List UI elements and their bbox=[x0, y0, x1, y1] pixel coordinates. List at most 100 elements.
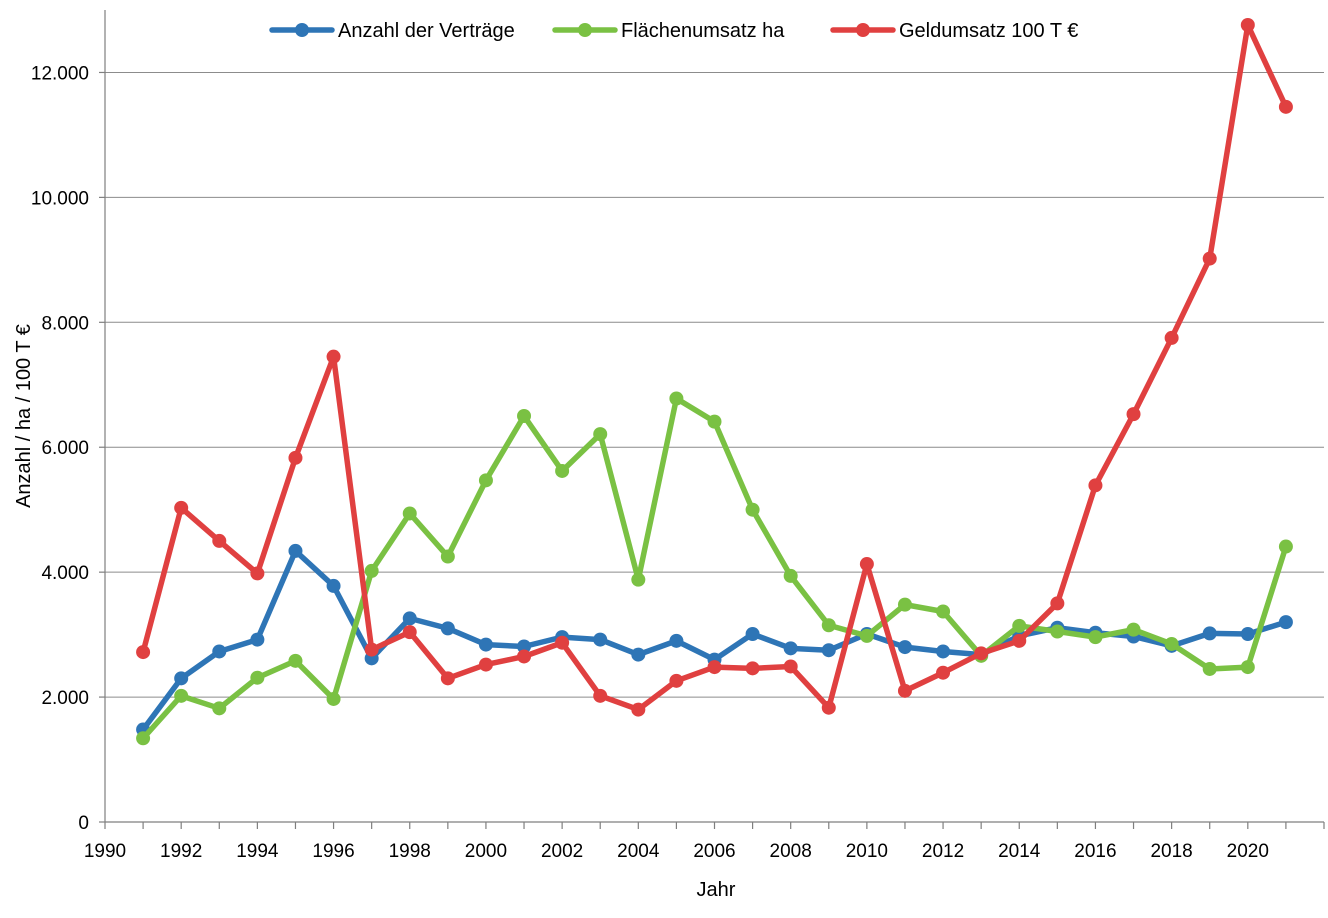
y-tick-label-6: 12.000 bbox=[31, 63, 89, 84]
point-1-2011 bbox=[897, 597, 912, 612]
point-0-2011 bbox=[897, 640, 912, 655]
point-2-2020 bbox=[1240, 17, 1255, 32]
point-0-2012 bbox=[936, 644, 951, 659]
point-1-1994 bbox=[250, 670, 265, 685]
x-tick-label-8: 2006 bbox=[693, 841, 735, 862]
point-2-1992 bbox=[174, 500, 189, 515]
point-1-1997 bbox=[364, 563, 379, 578]
point-1-2015 bbox=[1050, 624, 1065, 639]
legend-label-1: Flächenumsatz ha bbox=[621, 20, 785, 42]
point-2-1996 bbox=[326, 349, 341, 364]
y-tick-label-3: 6.000 bbox=[41, 438, 89, 459]
point-0-1998 bbox=[402, 611, 417, 626]
point-2-2001 bbox=[517, 649, 532, 664]
series-layer bbox=[136, 17, 1293, 746]
point-2-2008 bbox=[783, 659, 798, 674]
point-1-2006 bbox=[707, 414, 722, 429]
legend-entry-0: Anzahl der Verträge bbox=[269, 20, 515, 42]
y-tick-label-2: 4.000 bbox=[41, 563, 89, 584]
point-1-2008 bbox=[783, 568, 798, 583]
legend-swatch-marker-1 bbox=[578, 23, 592, 37]
x-tick-label-4: 1998 bbox=[389, 841, 431, 862]
point-0-2004 bbox=[631, 647, 646, 662]
point-1-1998 bbox=[402, 506, 417, 521]
point-2-2010 bbox=[859, 557, 874, 572]
legend-swatch-marker-2 bbox=[856, 23, 870, 37]
legend-swatch-marker-0 bbox=[295, 23, 309, 37]
point-0-2020 bbox=[1240, 626, 1255, 641]
point-1-2017 bbox=[1126, 622, 1141, 637]
x-tick-label-6: 2002 bbox=[541, 841, 583, 862]
point-2-2019 bbox=[1202, 251, 1217, 266]
point-2-1997 bbox=[364, 642, 379, 657]
point-1-1992 bbox=[174, 688, 189, 703]
point-2-2013 bbox=[974, 646, 989, 661]
point-2-2016 bbox=[1088, 478, 1103, 493]
point-0-1999 bbox=[440, 621, 455, 636]
point-2-2014 bbox=[1012, 633, 1027, 648]
point-1-1996 bbox=[326, 691, 341, 706]
point-2-2011 bbox=[897, 683, 912, 698]
point-1-2001 bbox=[517, 409, 532, 423]
point-1-2007 bbox=[745, 502, 760, 517]
point-1-1991 bbox=[136, 731, 151, 746]
point-1-2016 bbox=[1088, 630, 1103, 645]
series-2 bbox=[136, 17, 1293, 717]
point-0-2008 bbox=[783, 641, 798, 656]
point-1-2018 bbox=[1164, 636, 1179, 651]
x-tick-label-12: 2014 bbox=[998, 841, 1041, 862]
legend-entry-1: Flächenumsatz ha bbox=[552, 20, 785, 42]
x-tick-label-0: 1990 bbox=[84, 841, 126, 862]
point-0-2007 bbox=[745, 626, 760, 641]
point-1-2021 bbox=[1278, 539, 1293, 554]
point-2-1999 bbox=[440, 671, 455, 686]
y-tick-label-5: 10.000 bbox=[31, 188, 89, 209]
x-tick-label-3: 1996 bbox=[312, 841, 354, 862]
series-1 bbox=[136, 391, 1293, 746]
point-2-2012 bbox=[936, 665, 951, 680]
point-2-2002 bbox=[555, 635, 570, 650]
point-0-2000 bbox=[478, 637, 493, 652]
point-2-2009 bbox=[821, 700, 836, 715]
point-2-2006 bbox=[707, 660, 722, 675]
point-2-2004 bbox=[631, 702, 646, 717]
point-2-2017 bbox=[1126, 407, 1141, 422]
x-tick-label-15: 2020 bbox=[1227, 841, 1269, 862]
y-tick-label-0: 0 bbox=[78, 813, 89, 834]
x-tick-label-9: 2008 bbox=[770, 841, 812, 862]
point-2-2015 bbox=[1050, 596, 1065, 611]
series-line-2 bbox=[140, 22, 1289, 713]
series-line-0 bbox=[140, 548, 1289, 733]
point-2-1993 bbox=[212, 533, 227, 548]
y-axis-ticks: 0 2.000 4.000 6.000 8.000 10.000 12.000 bbox=[31, 63, 105, 834]
point-1-2014 bbox=[1012, 618, 1027, 633]
x-tick-label-7: 2004 bbox=[617, 841, 660, 862]
legend: Anzahl der Verträge Flächenumsatz ha Geldu… bbox=[269, 20, 1078, 42]
point-2-2018 bbox=[1164, 330, 1179, 345]
point-2-1991 bbox=[136, 645, 151, 660]
legend-label-2: Geldumsatz 100 T € bbox=[899, 20, 1078, 42]
point-2-1994 bbox=[250, 566, 265, 581]
x-tick-label-11: 2012 bbox=[922, 841, 964, 862]
point-1-2020 bbox=[1240, 660, 1255, 675]
legend-label-0: Anzahl der Verträge bbox=[338, 20, 515, 42]
point-1-2000 bbox=[478, 473, 493, 488]
point-0-2021 bbox=[1278, 615, 1293, 630]
point-1-2002 bbox=[555, 463, 570, 478]
point-1-1995 bbox=[288, 653, 303, 668]
point-0-1993 bbox=[212, 644, 227, 659]
point-1-2003 bbox=[593, 427, 608, 442]
point-0-1996 bbox=[326, 578, 341, 593]
series-0 bbox=[136, 543, 1293, 737]
x-tick-label-1: 1992 bbox=[160, 841, 202, 862]
point-1-2012 bbox=[936, 604, 951, 619]
point-1-2005 bbox=[669, 391, 684, 406]
point-2-2021 bbox=[1278, 99, 1293, 114]
x-tick-label-2: 1994 bbox=[236, 841, 279, 862]
point-0-2005 bbox=[669, 633, 684, 648]
x-tick-label-5: 2000 bbox=[465, 841, 507, 862]
y-tick-label-1: 2.000 bbox=[41, 688, 89, 709]
point-0-2003 bbox=[593, 632, 608, 647]
point-1-2010 bbox=[859, 628, 874, 643]
